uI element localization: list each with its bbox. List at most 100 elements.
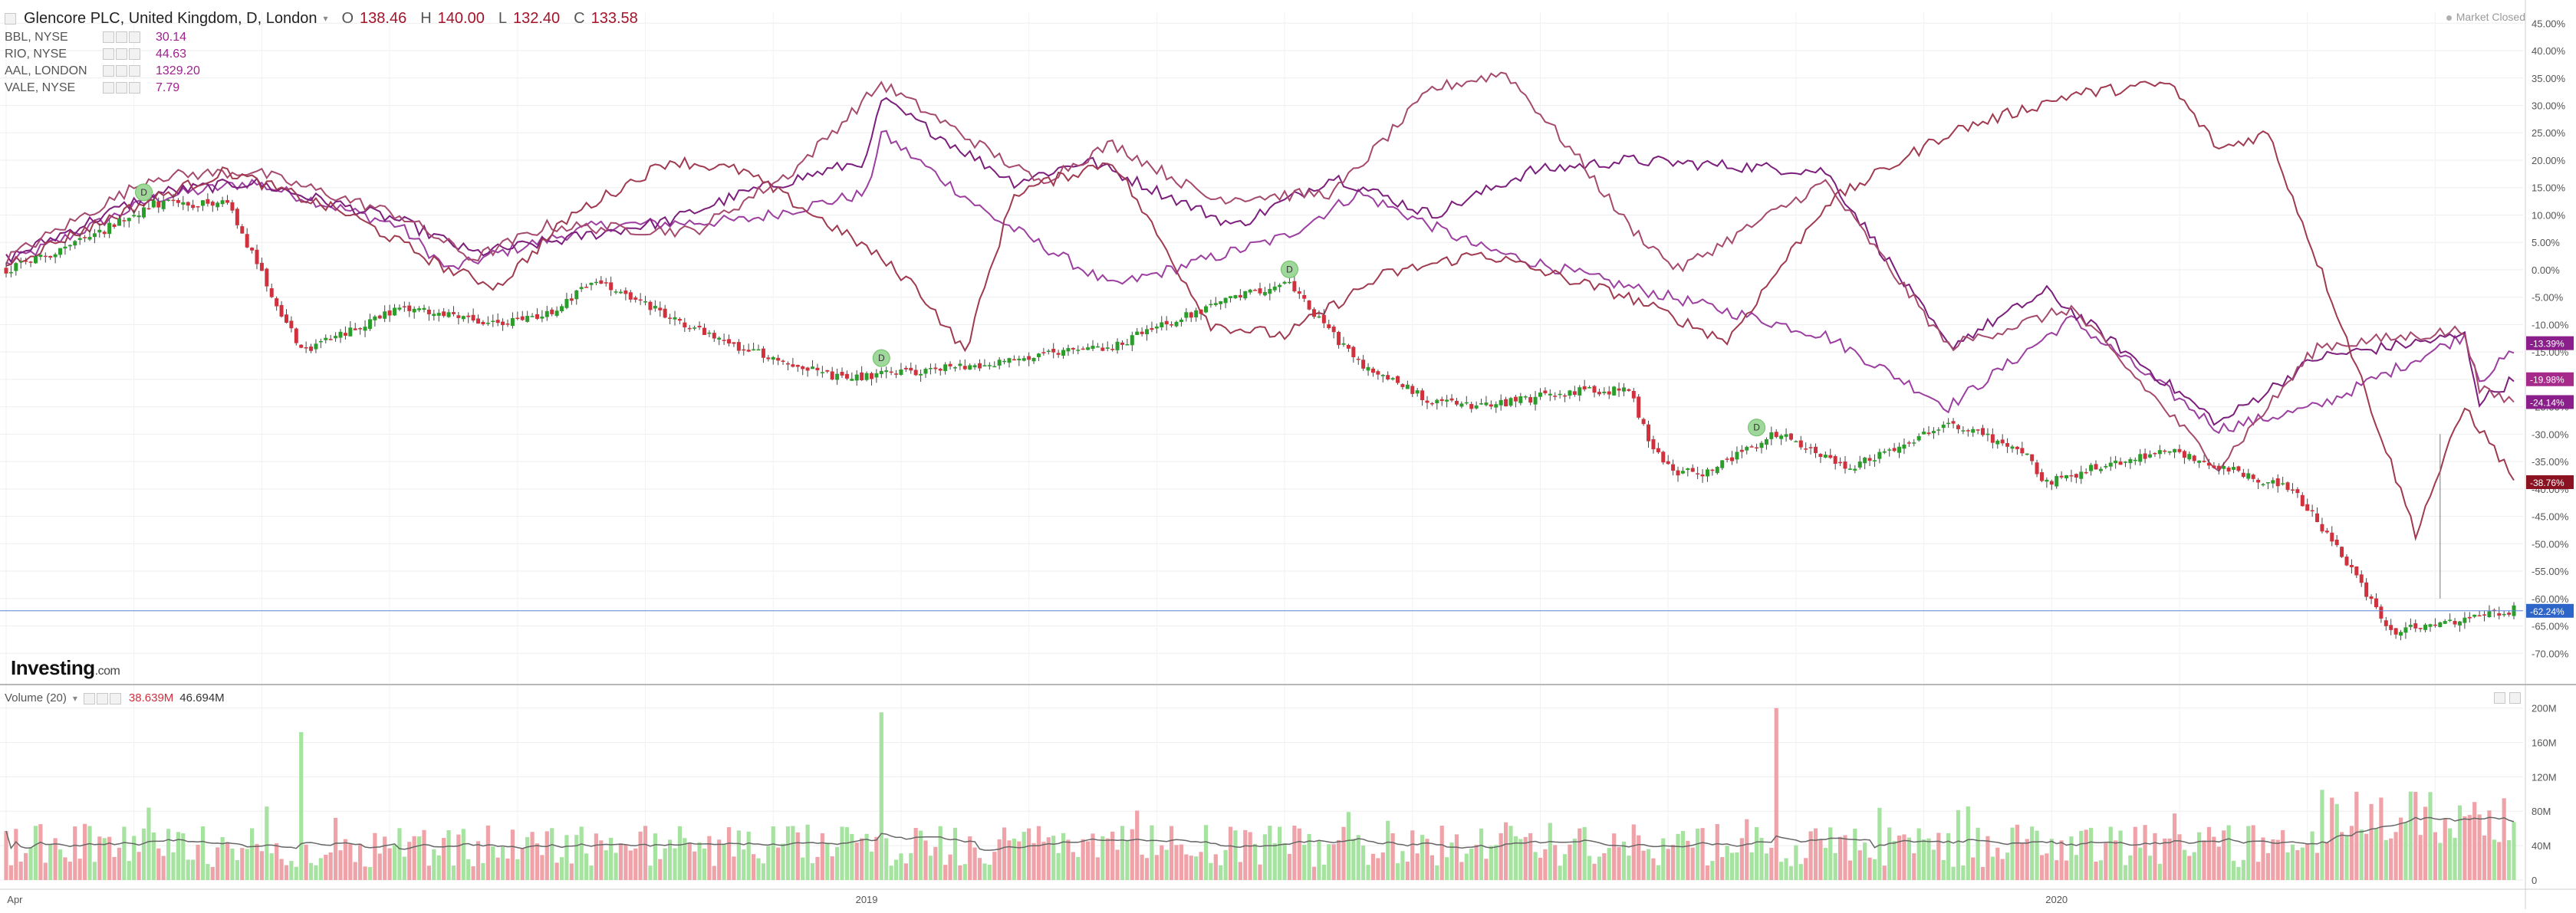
volume-bar — [2172, 813, 2177, 880]
close-icon[interactable] — [129, 65, 140, 77]
close-value: 133.58 — [591, 10, 638, 27]
volume-bar — [2487, 810, 2492, 880]
volume-bar — [97, 836, 102, 880]
dividend-marker[interactable] — [872, 349, 890, 367]
comparison-row-bbl[interactable]: BBL, NYSE 30.14 — [5, 29, 638, 46]
settings-icon[interactable] — [116, 48, 127, 61]
comparison-row-vale[interactable]: VALE, NYSE 7.79 — [5, 80, 638, 97]
eye-icon[interactable] — [103, 65, 114, 77]
volume-label[interactable]: Volume (20) — [5, 691, 67, 704]
comparison-row-aal[interactable]: AAL, LONDON 1329.20 — [5, 63, 638, 80]
price-axis-tick-label: 0.00% — [2532, 264, 2560, 276]
candle-body — [781, 360, 785, 362]
close-icon[interactable] — [129, 82, 140, 94]
candle-body — [2408, 625, 2413, 627]
volume-bar — [2290, 844, 2295, 880]
candle-body — [1621, 387, 1626, 392]
maximize-pane-icon[interactable] — [2494, 692, 2505, 704]
settings-icon[interactable] — [116, 82, 127, 94]
symbol-title[interactable]: Glencore PLC, United Kingdom, D, London — [24, 10, 317, 27]
volume-legend[interactable]: Volume (20) ▾ 38.639M 46.694M — [5, 691, 225, 704]
price-axis-tick-label: -60.00% — [2532, 593, 2569, 605]
eye-icon[interactable] — [103, 82, 114, 94]
volume-bar — [191, 859, 196, 880]
candle-body — [186, 202, 190, 206]
candle-body — [1351, 346, 1356, 357]
volume-bar — [196, 844, 200, 880]
market-status-text: Market Closed — [2456, 11, 2525, 23]
candle-body — [2275, 478, 2280, 487]
collapse-pane-icon[interactable] — [2509, 692, 2521, 704]
volume-bar — [1307, 833, 1311, 880]
volume-bar — [1602, 853, 1607, 880]
candle-body — [1818, 454, 1823, 458]
settings-icon[interactable] — [116, 31, 127, 44]
close-icon[interactable] — [129, 31, 140, 44]
chevron-down-icon[interactable]: ▾ — [323, 13, 328, 24]
volume-bar — [2334, 803, 2339, 880]
volume-bar — [33, 826, 38, 880]
candle-body — [1317, 316, 1321, 318]
candle-body — [2251, 475, 2255, 479]
time-axis-tick-label: 2020 — [2045, 894, 2068, 905]
candle-body — [1484, 402, 1489, 406]
volume-bar — [972, 847, 977, 880]
comparison-symbol-bbl[interactable]: BBL, NYSE — [5, 31, 68, 44]
candle-body — [1474, 405, 1479, 409]
volume-bar — [1061, 833, 1066, 880]
dividend-marker[interactable] — [1280, 260, 1298, 278]
candle-body — [1897, 446, 1902, 453]
settings-icon[interactable] — [96, 692, 108, 704]
volume-bar — [240, 848, 245, 880]
candle-body — [235, 209, 239, 225]
eye-icon[interactable] — [83, 692, 95, 704]
volume-bar — [1804, 858, 1808, 880]
comparison-value-bbl: 30.14 — [156, 31, 187, 44]
price-axis-tick-label: -70.00% — [2532, 648, 2569, 659]
dividend-marker[interactable] — [1748, 419, 1766, 437]
volume-bar — [2123, 865, 2128, 880]
candle-body — [426, 309, 431, 314]
candle-body — [265, 268, 269, 287]
candle-body — [1469, 404, 1474, 409]
volume-bar — [1562, 854, 1568, 880]
volume-bar — [2108, 826, 2113, 880]
chevron-down-icon[interactable]: ▾ — [72, 692, 77, 704]
candle-body — [1356, 358, 1360, 360]
eye-icon[interactable] — [103, 48, 114, 61]
volume-bar — [2324, 842, 2329, 880]
volume-bar — [132, 836, 137, 880]
candle-body — [1164, 320, 1169, 325]
candle-body — [879, 370, 883, 375]
candle-body — [1115, 341, 1120, 350]
volume-bar — [2074, 855, 2078, 880]
volume-bar — [1169, 826, 1174, 880]
candle-body — [795, 365, 800, 367]
volume-bar — [618, 843, 623, 880]
candle-body — [673, 317, 677, 320]
candle-body — [1543, 390, 1548, 393]
volume-bar — [2133, 826, 2137, 880]
candle-body — [1612, 386, 1617, 396]
candle-body — [1110, 349, 1115, 350]
comparison-row-rio[interactable]: RIO, NYSE 44.63 — [5, 46, 638, 63]
comparison-symbol-rio[interactable]: RIO, NYSE — [5, 48, 67, 61]
close-icon[interactable] — [129, 48, 140, 61]
price-axis-end-label-bg — [2526, 475, 2574, 489]
dividend-marker[interactable] — [135, 183, 153, 202]
volume-bar — [432, 849, 436, 880]
main-symbol-row[interactable]: Glencore PLC, United Kingdom, D, London … — [5, 8, 638, 29]
volume-bar — [77, 859, 82, 880]
comparison-symbol-aal[interactable]: AAL, LONDON — [5, 64, 87, 77]
eye-icon[interactable] — [103, 31, 114, 44]
settings-icon[interactable] — [116, 65, 127, 77]
close-icon[interactable] — [109, 692, 121, 704]
volume-bar — [2206, 826, 2212, 880]
volume-bar — [1376, 858, 1380, 880]
comparison-symbol-vale[interactable]: VALE, NYSE — [5, 81, 76, 94]
volume-bar — [1041, 842, 1046, 880]
chart-toggle-icon[interactable] — [5, 12, 16, 25]
volume-bar — [343, 839, 348, 880]
